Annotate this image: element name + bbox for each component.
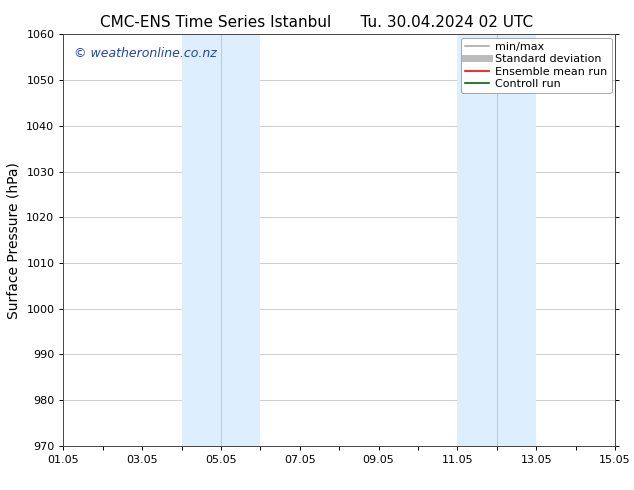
Legend: min/max, Standard deviation, Ensemble mean run, Controll run: min/max, Standard deviation, Ensemble me…: [460, 38, 612, 93]
Text: © weatheronline.co.nz: © weatheronline.co.nz: [74, 47, 217, 60]
Text: CMC-ENS Time Series Istanbul      Tu. 30.04.2024 02 UTC: CMC-ENS Time Series Istanbul Tu. 30.04.2…: [100, 15, 534, 30]
Bar: [457, 34, 536, 446]
Bar: [181, 34, 261, 446]
Y-axis label: Surface Pressure (hPa): Surface Pressure (hPa): [7, 162, 21, 318]
